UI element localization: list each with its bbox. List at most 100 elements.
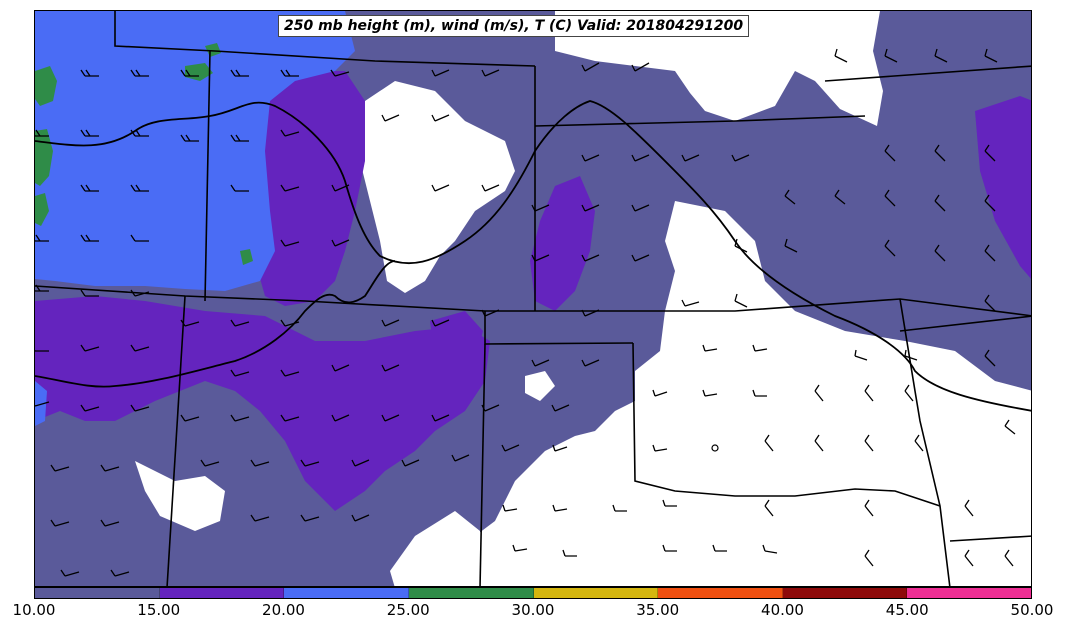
wind-barb-icon xyxy=(100,519,120,527)
wind-barb-icon xyxy=(581,254,600,262)
wind-barb-icon xyxy=(280,319,300,327)
border-montana-wyoming xyxy=(114,11,536,67)
wind-barb-icon xyxy=(631,204,650,212)
colorbar-segment xyxy=(533,588,659,598)
wind-speed-fill-green-6 xyxy=(240,249,253,265)
wind-barb-icon xyxy=(1004,419,1016,435)
wind-barb-icon xyxy=(581,62,600,72)
wind-barb-icon xyxy=(734,238,748,253)
wind-barb-icon xyxy=(552,444,568,452)
wind-barb-icon xyxy=(551,404,570,412)
height-contours xyxy=(35,100,1031,412)
colorbar-tick-label: 10.00 xyxy=(12,601,56,619)
state-borders xyxy=(35,11,1031,586)
wind-barb-icon xyxy=(35,234,49,242)
map-title: 250 mb height (m), wind (m/s), T (C) Val… xyxy=(278,15,750,37)
wind-barb-icon xyxy=(864,499,874,517)
wind-barb-icon xyxy=(110,569,130,577)
wind-barb-icon xyxy=(864,549,874,567)
wind-barb-icon xyxy=(331,184,350,192)
wind-barb-icon xyxy=(702,344,718,352)
wind-barb-icon xyxy=(834,48,848,63)
wind-barb-icon xyxy=(481,69,500,77)
colorbar-segment xyxy=(907,588,1031,598)
wind-barb-icon xyxy=(984,244,996,262)
wind-barb-icon xyxy=(984,144,996,162)
wind-barb-icon xyxy=(50,464,70,472)
wind-barb-icon xyxy=(904,349,918,361)
wind-barb-icon xyxy=(130,184,149,192)
wind-barb-icon xyxy=(80,344,100,352)
wind-barb-icon xyxy=(814,384,824,402)
map-panel xyxy=(34,10,1032,587)
wind-barb-icon xyxy=(964,499,974,517)
wind-barb-icon xyxy=(80,289,99,297)
wind-speed-fill-white-east xyxy=(475,201,1031,586)
wind-barb-icon xyxy=(80,69,99,77)
wind-barb-icon xyxy=(130,344,150,352)
calm-wind-marker xyxy=(711,444,719,452)
wind-barb-icon xyxy=(984,48,998,63)
wind-barb-icon xyxy=(581,359,600,367)
wind-barb-icon xyxy=(884,239,896,257)
wind-barb-icon xyxy=(280,369,300,377)
wind-barb-icon xyxy=(631,154,650,162)
colorbar xyxy=(34,587,1032,599)
border-wy-co-ut xyxy=(35,285,1031,317)
wind-barb-icon xyxy=(431,184,450,192)
wind-barb-icon xyxy=(280,184,300,192)
wind-barb-icon xyxy=(351,459,370,467)
wind-barb-icon xyxy=(80,404,100,412)
border-kansas-east xyxy=(899,298,951,586)
wind-barb-icon xyxy=(681,299,700,307)
wind-barb-icon xyxy=(854,349,868,361)
wind-barb-icon xyxy=(230,319,250,327)
wind-speed-fill-white-center xyxy=(360,81,515,293)
wind-barb-icon xyxy=(250,514,270,522)
colorbar-tick-label: 40.00 xyxy=(761,601,804,619)
colorbar-segment xyxy=(284,588,409,598)
wind-barb-icon xyxy=(300,459,320,467)
border-idaho-east xyxy=(204,50,211,302)
wind-barb-icon xyxy=(280,239,300,247)
wind-barb-icon xyxy=(1004,549,1014,567)
wind-barb-icon xyxy=(35,349,49,352)
wind-speed-fill-white-south xyxy=(390,511,480,586)
wind-barb-icon xyxy=(631,254,650,262)
wind-barb-icon xyxy=(331,239,350,247)
wind-barb-icon xyxy=(80,184,99,192)
wind-barb-icon xyxy=(80,129,99,137)
wind-barb-icon xyxy=(180,134,199,142)
wind-barb-icon xyxy=(130,69,149,77)
wind-barb-icon xyxy=(230,184,249,192)
wind-barb-icon xyxy=(481,309,500,317)
colorbar-tick-label: 50.00 xyxy=(1010,601,1054,619)
border-missouri xyxy=(899,315,1031,332)
wind-barb-icon xyxy=(481,404,500,412)
colorbar-tick-label: 15.00 xyxy=(137,601,181,619)
wind-barb-icon xyxy=(451,454,470,462)
wind-barb-icon xyxy=(501,444,520,452)
wind-barb-icon xyxy=(662,499,677,507)
wind-barb-icon xyxy=(381,414,400,422)
wind-barb-icon xyxy=(431,414,450,422)
wind-speed-fill-purple-ne xyxy=(975,96,1031,279)
wind-barb-icon xyxy=(230,134,249,142)
wind-barb-icon xyxy=(130,129,149,137)
wind-barb-icon xyxy=(784,238,798,253)
wind-barb-icon xyxy=(230,69,249,77)
wind-barb-icon xyxy=(431,69,450,77)
wind-barb-icon xyxy=(762,544,778,554)
wind-speed-fill-purple-west xyxy=(35,296,490,511)
wind-speed-fill-green-1 xyxy=(35,66,57,106)
border-nebraska-kansas xyxy=(534,115,866,127)
wind-barb-icon xyxy=(784,189,796,205)
colorbar-tick-label: 25.00 xyxy=(386,601,430,619)
wind-barb-icon xyxy=(702,389,718,397)
wind-speed-fill-green-3 xyxy=(35,193,49,226)
wind-barb-icon xyxy=(652,389,668,397)
map-canvas xyxy=(35,11,1031,586)
colorbar-tick-label: 30.00 xyxy=(511,601,555,619)
wind-speed-fill-blue-edge xyxy=(35,381,47,426)
wind-barb-icon xyxy=(581,204,600,212)
